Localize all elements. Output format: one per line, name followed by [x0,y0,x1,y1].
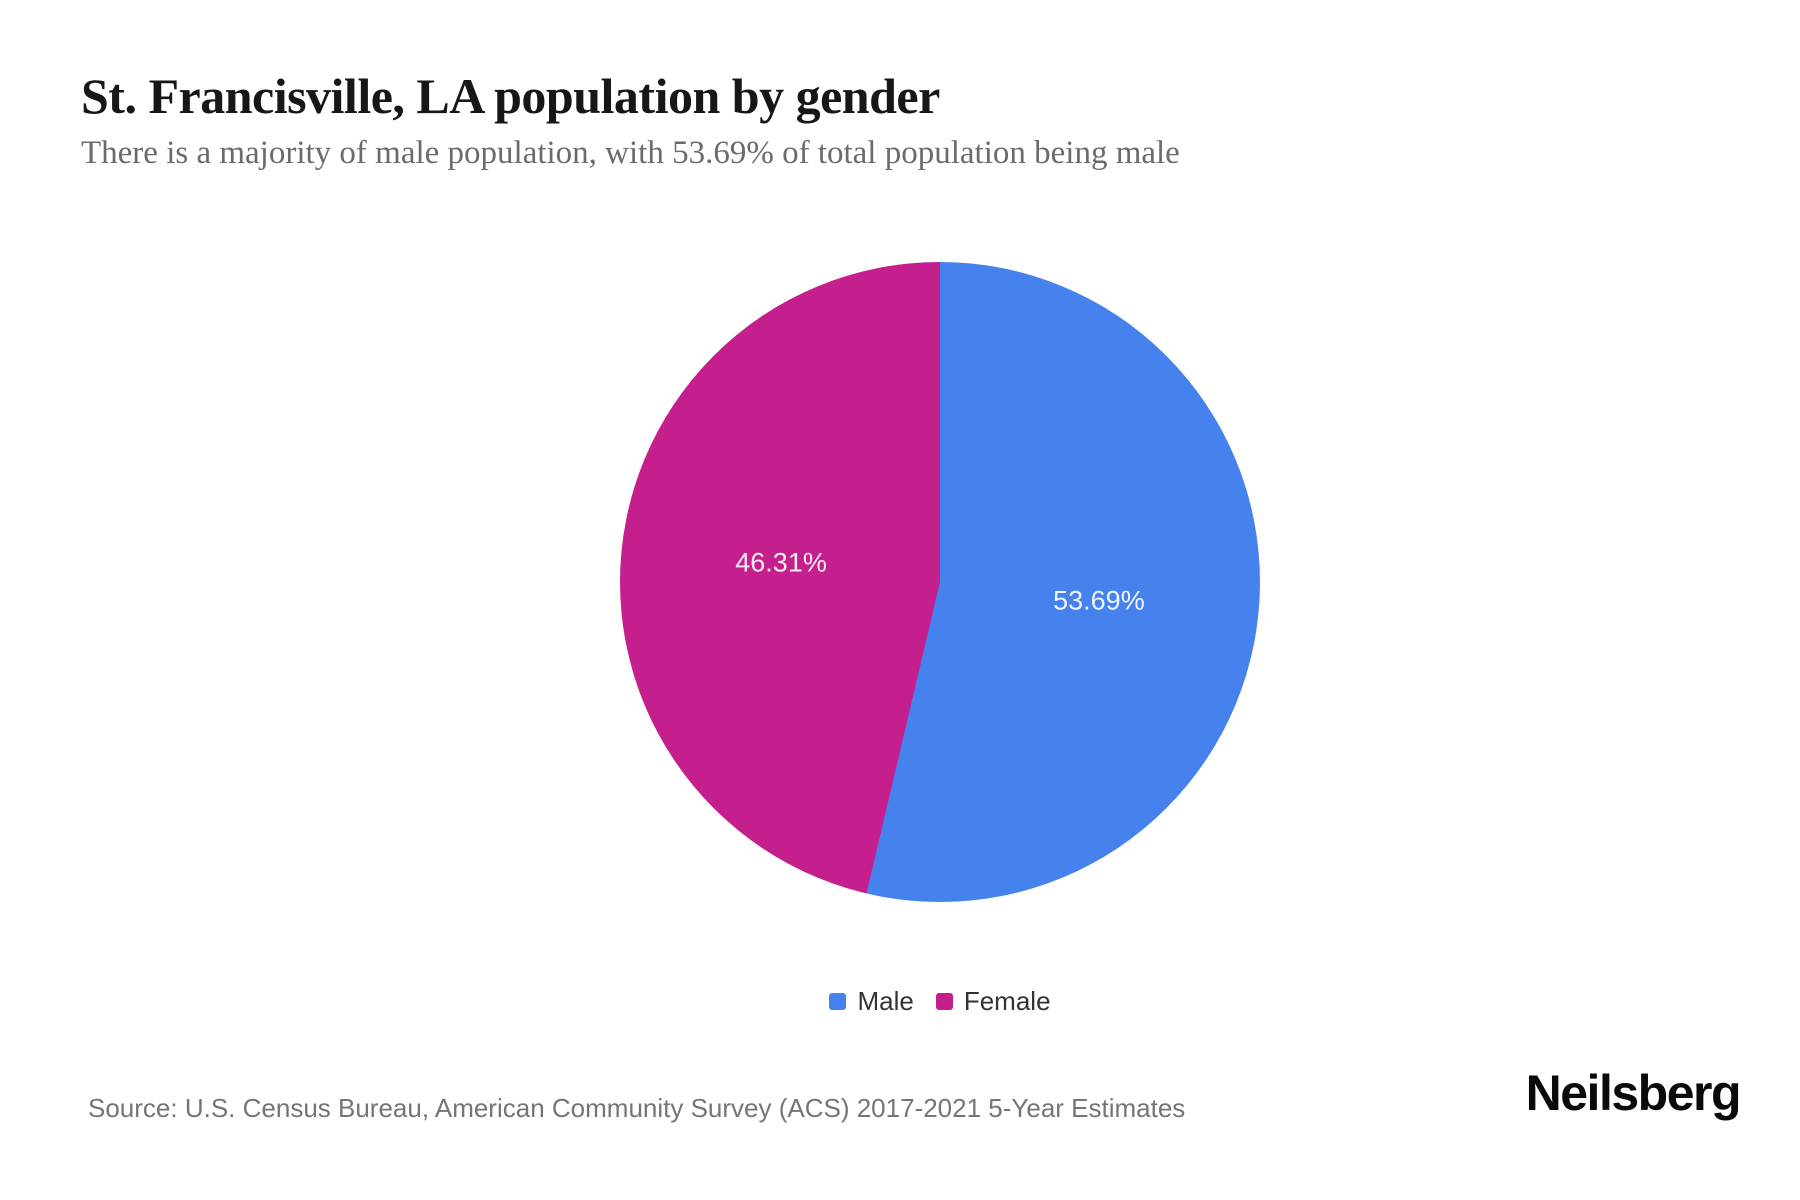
brand-logo: Neilsberg [1525,1065,1742,1121]
chart-title: St. Francisville, LA population by gende… [81,68,940,124]
legend-label-male: Male [857,985,914,1016]
legend-item-female[interactable]: Female [935,985,1051,1017]
female-legend-swatch-icon [935,992,953,1010]
source-text: Source: U.S. Census Bureau, American Com… [88,1093,1186,1123]
male-legend-swatch-icon [829,992,847,1010]
pie[interactable] [620,262,1260,902]
legend-label-female: Female [963,985,1051,1016]
legend-item-male[interactable]: Male [829,985,914,1017]
legend: Male Female [620,984,1260,1018]
chart-subtitle: There is a majority of male population, … [81,135,1180,171]
pie-chart: 53.69% 46.31% [620,262,1260,902]
